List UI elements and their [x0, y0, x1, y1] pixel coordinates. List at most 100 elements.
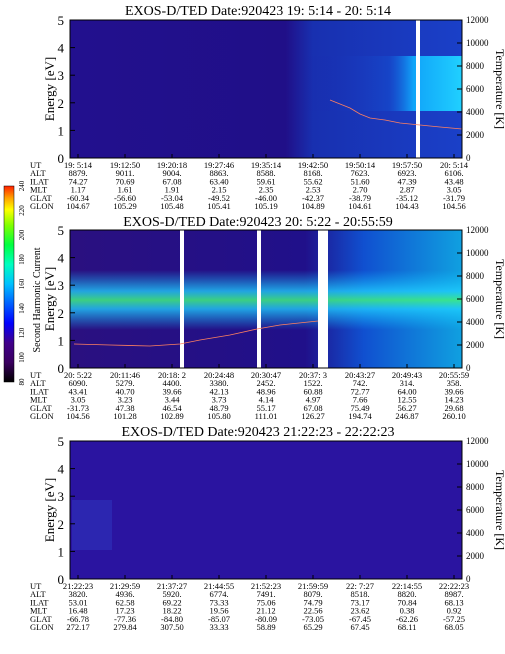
- table-row-label: GLON: [30, 411, 54, 421]
- table-cell: 102.89: [160, 411, 183, 421]
- table-row-label: ALT: [30, 378, 47, 388]
- table-cell: 21.12: [256, 606, 275, 616]
- table-cell: -77.36: [114, 614, 136, 624]
- table-cell: 19: 5:14: [64, 160, 93, 170]
- table-cell: 21:29:59: [110, 581, 140, 591]
- table-cell: 358.: [447, 378, 462, 388]
- table-cell: 12.55: [397, 395, 416, 405]
- panel-1-title: EXOS-D/TED Date:920423 19: 5:14 - 20: 5:…: [125, 4, 391, 19]
- table-cell: 3380.: [209, 378, 228, 388]
- y-right-tick-label: 6000: [466, 294, 485, 304]
- table-cell: 55.62: [303, 176, 322, 186]
- table-cell: 6774.: [209, 589, 228, 599]
- table-cell: 8518.: [350, 589, 369, 599]
- y-right-tick-label: 8000: [466, 271, 485, 281]
- table-cell: -84.80: [161, 614, 183, 624]
- table-row-label: MLT: [30, 185, 48, 195]
- table-cell: 75.49: [350, 403, 369, 413]
- table-cell: 105.29: [113, 201, 136, 211]
- table-cell: 2452.: [256, 378, 275, 388]
- table-cell: 20:30:47: [251, 370, 281, 380]
- y-tick-label: 1: [58, 333, 65, 348]
- table-row-label: UT: [30, 160, 42, 170]
- y-right-tick-label: 10000: [466, 459, 489, 469]
- table-cell: 29.68: [444, 403, 463, 413]
- table-cell: 2.87: [400, 185, 415, 195]
- table-cell: 63.40: [209, 176, 228, 186]
- table-cell: 7.66: [353, 395, 368, 405]
- y-right-tick-label: 12000: [466, 225, 489, 235]
- table-cell: -80.09: [255, 614, 277, 624]
- y-right-tick-label: 2000: [466, 130, 485, 140]
- y-tick-label: 4: [58, 41, 65, 56]
- table-cell: 742.: [353, 378, 368, 388]
- table-cell: 48.79: [209, 403, 228, 413]
- y-right-tick-label: 2000: [466, 340, 485, 350]
- y-tick-label: 3: [58, 489, 65, 504]
- table-cell: 104.61: [348, 201, 371, 211]
- table-row-label: GLON: [30, 201, 54, 211]
- table-cell: -38.79: [349, 193, 371, 203]
- table-cell: 4.97: [306, 395, 321, 405]
- table-cell: -57.25: [443, 614, 465, 624]
- y-right-tick-label: 8000: [466, 482, 485, 492]
- table-row-label: MLT: [30, 395, 48, 405]
- table-cell: -53.04: [161, 193, 184, 203]
- y-right-tick-label: 0: [466, 574, 471, 584]
- y-right-tick-label: 0: [466, 153, 471, 163]
- table-cell: 21:44:55: [204, 581, 234, 591]
- table-cell: 69.22: [162, 597, 181, 607]
- colorbar-ticks: 240 220 200 180 160 140 120 100 80: [18, 180, 26, 385]
- table-row-label: ALT: [30, 168, 47, 178]
- table-cell: 20:18: 2: [158, 370, 186, 380]
- table-cell: -56.60: [114, 193, 136, 203]
- y-right-tick-label: 10000: [466, 248, 489, 258]
- table-cell: -73.05: [302, 614, 324, 624]
- panel-1-axes: 0 1 2 3 4 5 0 2000 4000 6000 8000 10000 12000 Energy …: [30, 13, 505, 211]
- table-cell: 70.84: [397, 597, 417, 607]
- table-cell: 272.17: [66, 622, 89, 632]
- y-tick-label: 4: [58, 462, 65, 477]
- table-cell: 20:24:48: [204, 370, 234, 380]
- table-cell: 279.84: [113, 622, 137, 632]
- table-cell: 20:55:59: [439, 370, 469, 380]
- y-right-axis-title: Temperature [K]: [493, 470, 505, 550]
- table-cell: 19:50:14: [345, 160, 376, 170]
- panel-2-energy-band: [70, 270, 462, 330]
- colorbar-tick-label: 200: [18, 229, 26, 240]
- table-cell: 1.17: [71, 185, 86, 195]
- table-cell: 4936.: [115, 589, 134, 599]
- table-cell: 46.54: [162, 403, 182, 413]
- colorbar-tick-label: 140: [18, 303, 26, 314]
- table-cell: 194.74: [348, 411, 372, 421]
- table-cell: -67.45: [349, 614, 371, 624]
- panel-1: EXOS-D/TED Date:920423 19: 5:14 - 20: 5:…: [30, 4, 505, 211]
- table-cell: 104.67: [66, 201, 89, 211]
- table-cell: 22: 7:27: [346, 581, 374, 591]
- panel-3: EXOS-D/TED Date:920423 21:22:23 - 22:22:…: [30, 425, 505, 632]
- table-cell: 72.77: [350, 386, 369, 396]
- table-cell: 64.00: [397, 386, 416, 396]
- table-cell: 105.80: [207, 411, 230, 421]
- table-cell: 2.53: [306, 185, 321, 195]
- y-axis-title: Energy [eV]: [42, 478, 57, 542]
- colorbar-tick-label: 180: [18, 254, 26, 265]
- table-cell: 48.96: [256, 386, 275, 396]
- table-cell: 307.50: [160, 622, 183, 632]
- table-row-label: MLT: [30, 606, 48, 616]
- table-cell: 8168.: [303, 168, 322, 178]
- table-cell: 104.56: [66, 411, 89, 421]
- y-tick-label: 3: [58, 278, 65, 293]
- table-cell: 20:43:27: [345, 370, 375, 380]
- table-cell: 3.73: [212, 395, 227, 405]
- panel-3-axes: 0 1 2 3 4 5 0 2000 4000 6000 8000 10000 12000 Energy …: [30, 434, 505, 632]
- panel-1-data-gap: [416, 20, 420, 158]
- panel-2-axes: 0 1 2 3 4 5 0 2000 4000 6000 8000 10000 12000 Energy …: [30, 223, 505, 421]
- table-cell: 2.35: [259, 185, 274, 195]
- table-cell: 8820.: [397, 589, 416, 599]
- table-cell: 42.13: [209, 386, 228, 396]
- y-right-axis-title: Temperature [K]: [493, 259, 505, 339]
- table-cell: 101.28: [113, 411, 136, 421]
- table-cell: 5279.: [115, 378, 134, 388]
